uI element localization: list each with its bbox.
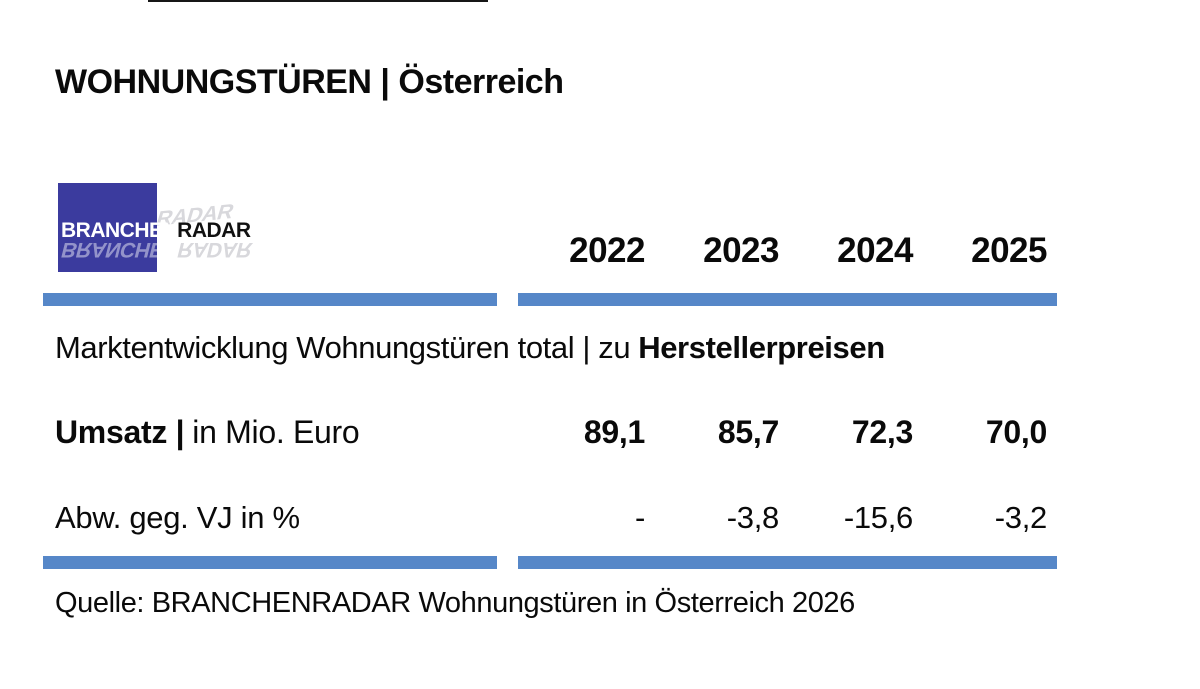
abw-value-2022: - [634,500,645,535]
year-header-2024: 2024 [837,231,913,270]
logo-branchen-text: BRANCHEN [61,219,178,242]
abw-value-2025: -3,2 [994,500,1048,535]
accent-bar-bottom-right [518,556,1057,569]
source-line: Quelle: BRANCHENRADAR Wohnungstüren in Ö… [55,587,855,619]
row-umsatz-label-bold: Umsatz | [55,414,185,450]
year-header-2022: 2022 [569,231,645,270]
table-subtitle-regular: Marktentwicklung Wohnungstüren total | z… [55,330,631,365]
row-umsatz-values: 89,1 85,7 72,3 70,0 [511,414,1047,451]
logo-square [58,183,157,272]
row-abw-label: Abw. geg. VJ in % [55,500,300,535]
year-header-2023: 2023 [703,231,779,270]
abw-value-2024: -15,6 [843,500,913,535]
row-umsatz-label: Umsatz | in Mio. Euro [55,414,360,451]
year-header-2025: 2025 [971,231,1047,270]
page-title: WOHNUNGSTÜREN | Österreich [55,63,564,101]
logo-wordmark: BRANCHENRADAR [61,219,251,243]
top-edge-line [148,0,488,2]
logo-radar-text: RADAR [177,219,251,242]
umsatz-value-2024: 72,3 [851,414,913,450]
umsatz-value-2025: 70,0 [985,414,1047,450]
umsatz-value-2023: 85,7 [717,414,779,450]
accent-bar-bottom-left [43,556,497,569]
abw-value-2023: -3,8 [726,500,780,535]
accent-bar-top-right [518,293,1057,306]
accent-bar-top-left [43,293,497,306]
row-umsatz-label-unit: in Mio. Euro [192,414,360,450]
table-subtitle: Marktentwicklung Wohnungstüren total | z… [55,330,885,366]
umsatz-value-2022: 89,1 [583,414,645,450]
table-subtitle-bold: Herstellerpreisen [638,330,885,365]
row-abw-values: - -3,8 -15,6 -3,2 [511,500,1047,536]
year-header-row: 2022 2023 2024 2025 [511,231,1047,271]
